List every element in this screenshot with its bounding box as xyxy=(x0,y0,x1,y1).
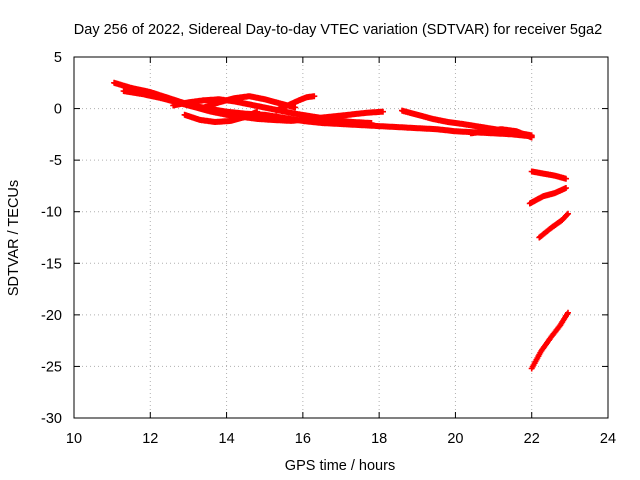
y-tick-label: -30 xyxy=(41,411,62,427)
x-tick-label: 20 xyxy=(447,431,463,447)
grid xyxy=(74,57,608,418)
plot-frame xyxy=(73,56,609,419)
x-tick-label: 10 xyxy=(66,431,82,447)
series-points xyxy=(526,185,569,207)
series-arc-4 xyxy=(181,108,261,125)
tick-labels: 10 12 14 16 18 20 22 24 5 0 -5 -10 -15 -20 -25 -30 xyxy=(41,50,616,447)
series-arc-10 xyxy=(526,185,569,207)
x-tick-label: 22 xyxy=(524,431,540,447)
x-tick-label: 16 xyxy=(295,431,311,447)
x-tick-label: 14 xyxy=(219,431,235,447)
series-arc-9 xyxy=(528,168,569,182)
series-points xyxy=(181,108,261,125)
series-arc-12 xyxy=(528,309,571,372)
series-points xyxy=(273,93,318,114)
series-points xyxy=(528,309,571,372)
y-tick-label: 0 xyxy=(54,102,62,118)
x-tick-label: 12 xyxy=(142,431,158,447)
y-tick-label: -10 xyxy=(41,205,62,221)
series-arc-8 xyxy=(467,126,535,141)
series-arc-11 xyxy=(536,210,571,241)
series-points xyxy=(536,210,571,241)
y-tick-label: -20 xyxy=(41,308,62,324)
x-tick-label: 24 xyxy=(600,431,616,447)
series-arc-6 xyxy=(273,93,318,114)
y-axis-label: SDTVAR / TECUs xyxy=(6,180,22,296)
x-axis-label: GPS time / hours xyxy=(285,458,395,474)
series-points xyxy=(528,168,569,182)
series-layer xyxy=(111,79,571,372)
y-tick-label: -5 xyxy=(49,153,62,169)
y-tick-label: -25 xyxy=(41,359,62,375)
x-tick-label: 18 xyxy=(371,431,387,447)
y-tick-label: 5 xyxy=(54,50,62,66)
axis-ticks xyxy=(73,56,609,419)
series-points xyxy=(467,126,535,141)
y-tick-label: -15 xyxy=(41,256,62,272)
chart-title: Day 256 of 2022, Sidereal Day-to-day VTE… xyxy=(74,22,602,38)
